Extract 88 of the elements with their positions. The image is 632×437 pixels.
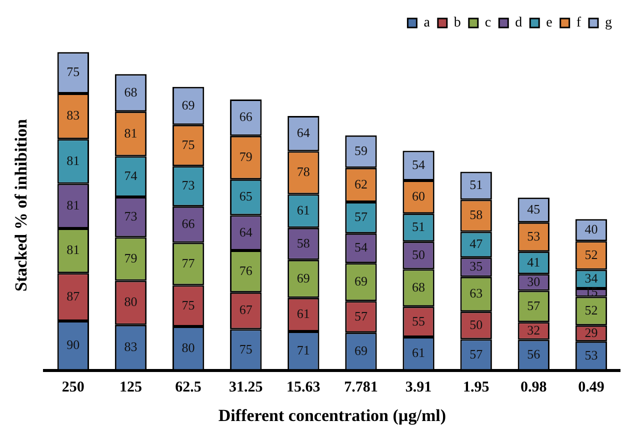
data-label: 81 <box>66 198 80 213</box>
data-label: 52 <box>584 302 598 318</box>
data-label: 73 <box>124 208 138 224</box>
data-label: 29 <box>584 324 598 340</box>
x-tick-label: 3.91 <box>405 379 432 396</box>
data-label: 75 <box>182 297 195 312</box>
data-label: 40 <box>584 222 598 237</box>
data-label: 87 <box>66 288 80 304</box>
data-label: 64 <box>239 224 253 240</box>
data-label: 51 <box>470 177 483 192</box>
data-label: 79 <box>239 149 252 164</box>
x-tick-label: 250 <box>62 379 84 396</box>
data-label: 81 <box>124 125 138 140</box>
data-label: 57 <box>354 308 368 324</box>
data-label: 79 <box>124 250 138 266</box>
x-tick-label: 0.98 <box>520 379 547 396</box>
data-label: 58 <box>470 207 483 222</box>
data-label: 55 <box>412 313 426 328</box>
data-label: 32 <box>527 322 540 338</box>
x-tick-label: 125 <box>119 379 142 396</box>
data-label: 41 <box>527 254 540 270</box>
data-label: 77 <box>182 255 196 270</box>
data-label: 69 <box>296 270 310 286</box>
data-label: 62 <box>354 176 368 192</box>
data-label: 50 <box>412 246 426 262</box>
y-axis-title: Stacked % of inhibition <box>12 118 31 292</box>
data-label: 35 <box>470 258 483 274</box>
data-label: 81 <box>66 242 80 258</box>
legend-label: c <box>484 16 492 31</box>
data-label: 73 <box>182 178 195 193</box>
legend-label: e <box>546 16 552 31</box>
data-label: 54 <box>412 157 426 172</box>
data-label: 60 <box>412 188 426 204</box>
data-label: 56 <box>527 346 541 362</box>
data-label: 66 <box>182 216 196 232</box>
data-label: 75 <box>239 341 252 356</box>
data-label: 81 <box>66 152 80 168</box>
data-label: 57 <box>470 346 484 362</box>
data-label: 64 <box>296 125 310 140</box>
data-label: 61 <box>412 345 426 360</box>
data-label: 30 <box>527 274 540 289</box>
x-tick-label: 1.95 <box>462 379 490 396</box>
x-tick-label: 0.49 <box>578 379 604 396</box>
data-label: 61 <box>296 306 310 322</box>
data-label: 66 <box>239 109 253 124</box>
data-label: 45 <box>527 201 540 216</box>
data-label: 75 <box>182 136 195 152</box>
data-label: 68 <box>124 84 138 100</box>
x-tick-label: 15.63 <box>286 379 320 396</box>
data-label: 63 <box>470 286 483 301</box>
data-label: 47 <box>470 236 484 252</box>
data-label: 57 <box>527 298 541 313</box>
legend-label: g <box>605 16 612 31</box>
data-label: 83 <box>66 108 80 123</box>
data-label: 67 <box>239 302 253 318</box>
x-axis-title: Different concentration (µg/ml) <box>218 406 446 426</box>
data-label: 71 <box>296 342 310 358</box>
data-label: 53 <box>584 347 598 362</box>
x-tick-label: 31.25 <box>228 379 263 396</box>
data-label: 69 <box>354 343 368 358</box>
data-label: 53 <box>527 228 540 244</box>
data-label: 58 <box>296 235 310 250</box>
data-label: 59 <box>354 143 368 158</box>
data-label: 68 <box>412 279 426 294</box>
data-label: 50 <box>470 316 483 332</box>
legend-label: a <box>424 16 431 31</box>
data-label: 65 <box>239 188 252 204</box>
data-label: 83 <box>124 339 138 354</box>
data-label: 61 <box>296 202 310 218</box>
data-label: 34 <box>584 270 598 286</box>
data-label: 80 <box>124 294 138 310</box>
data-label: 69 <box>182 97 195 112</box>
legend-label: b <box>454 16 461 31</box>
data-label: 90 <box>66 337 80 352</box>
data-label: 75 <box>66 64 80 80</box>
data-label: 74 <box>124 168 138 184</box>
data-label: 51 <box>412 219 426 234</box>
data-label: 54 <box>354 240 368 255</box>
x-tick-label: 7.781 <box>344 379 378 396</box>
data-label: 78 <box>296 164 310 180</box>
legend-label: d <box>515 16 522 31</box>
data-label: 80 <box>182 340 195 355</box>
data-label: 57 <box>354 209 368 224</box>
x-tick-label: 62.5 <box>175 379 202 396</box>
data-label: 69 <box>354 274 368 289</box>
legend-label: f <box>576 16 582 31</box>
data-label: 76 <box>239 262 253 278</box>
data-label: 52 <box>584 246 598 262</box>
